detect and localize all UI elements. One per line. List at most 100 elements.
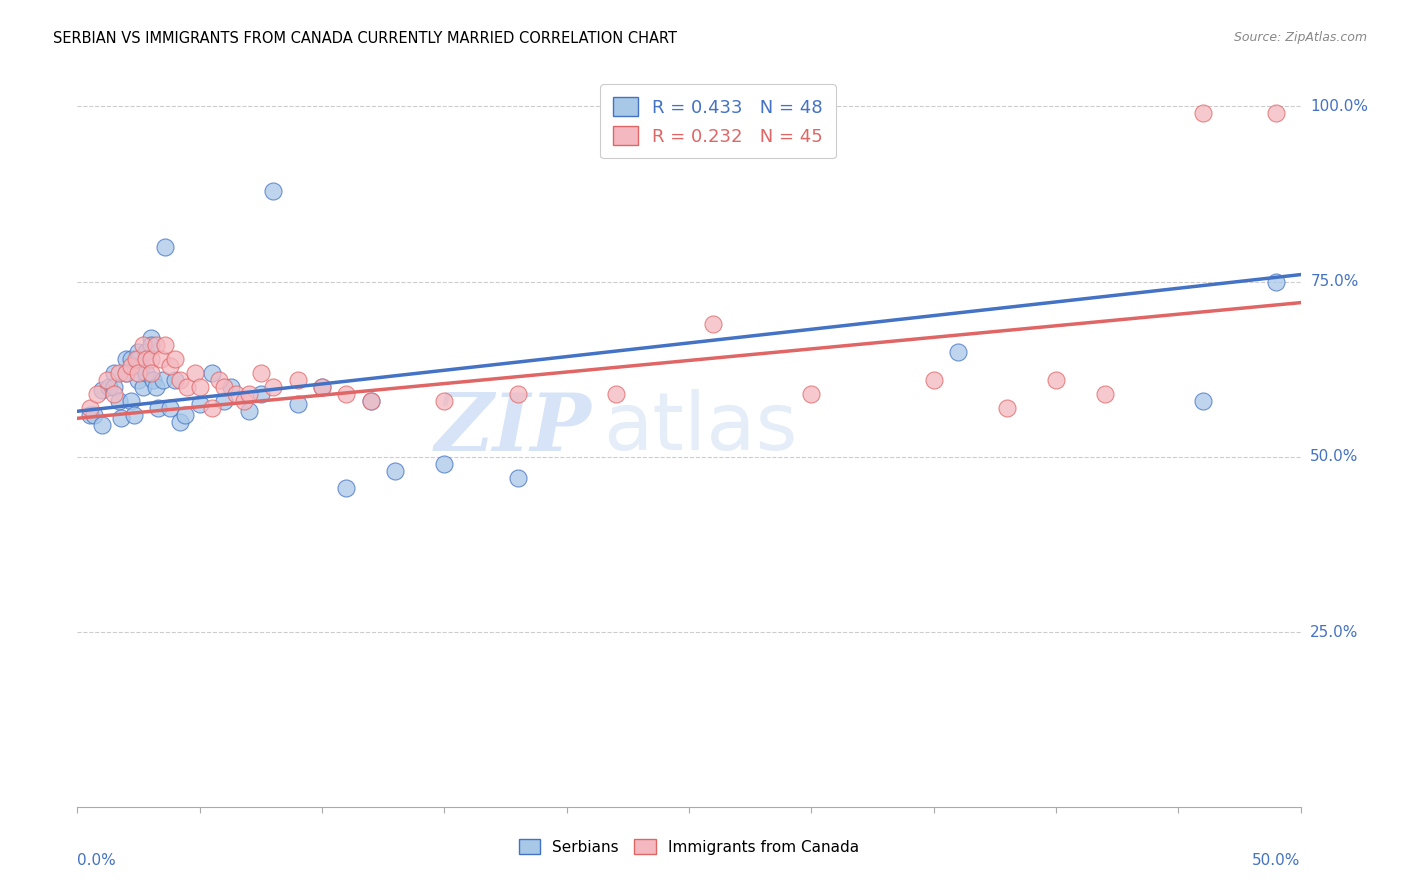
Point: [922, 373, 945, 387]
Point: [142, 373, 165, 387]
Point: [800, 386, 823, 401]
Point: [135, 344, 157, 359]
Point: [159, 359, 181, 373]
Point: [433, 393, 456, 408]
Point: [86, 386, 108, 401]
Legend: Serbians, Immigrants from Canada: Serbians, Immigrants from Canada: [512, 831, 866, 863]
Point: [188, 380, 211, 394]
Point: [135, 351, 157, 366]
Point: [96, 373, 118, 387]
Point: [120, 359, 142, 373]
Point: [238, 386, 260, 401]
Point: [132, 337, 155, 351]
Point: [155, 337, 177, 351]
Point: [155, 239, 177, 253]
Point: [188, 397, 211, 411]
Point: [127, 373, 149, 387]
Point: [127, 351, 149, 366]
Point: [135, 366, 157, 380]
Point: [360, 393, 382, 408]
Point: [115, 351, 138, 366]
Point: [184, 366, 207, 380]
Point: [232, 393, 254, 408]
Point: [110, 411, 132, 425]
Point: [250, 366, 273, 380]
Point: [946, 344, 969, 359]
Point: [120, 351, 142, 366]
Text: 75.0%: 75.0%: [1310, 274, 1358, 289]
Point: [1191, 393, 1213, 408]
Point: [108, 366, 131, 380]
Point: [139, 331, 162, 345]
Point: [1094, 386, 1116, 401]
Point: [98, 380, 121, 394]
Text: atlas: atlas: [603, 389, 797, 467]
Point: [165, 373, 187, 387]
Point: [201, 401, 224, 415]
Point: [506, 386, 529, 401]
Point: [165, 351, 187, 366]
Point: [103, 386, 125, 401]
Point: [132, 380, 155, 394]
Point: [120, 393, 142, 408]
Point: [208, 373, 231, 387]
Point: [384, 464, 406, 478]
Point: [605, 386, 627, 401]
Point: [129, 359, 152, 373]
Point: [169, 373, 191, 387]
Point: [1045, 373, 1067, 387]
Text: 50.0%: 50.0%: [1310, 450, 1358, 465]
Point: [262, 184, 284, 198]
Point: [169, 415, 191, 429]
Text: 100.0%: 100.0%: [1310, 99, 1368, 114]
Point: [159, 401, 181, 415]
Point: [103, 366, 125, 380]
Point: [212, 393, 235, 408]
Point: [139, 351, 162, 366]
Point: [221, 380, 243, 394]
Point: [103, 380, 125, 394]
Point: [79, 408, 101, 422]
Point: [79, 401, 101, 415]
Point: [201, 366, 224, 380]
Point: [702, 317, 724, 331]
Point: [127, 344, 149, 359]
Point: [149, 351, 172, 366]
Point: [287, 397, 309, 411]
Point: [212, 380, 235, 394]
Point: [152, 373, 174, 387]
Text: 25.0%: 25.0%: [1310, 624, 1358, 640]
Point: [127, 366, 149, 380]
Text: ZIP: ZIP: [434, 390, 591, 467]
Point: [108, 393, 131, 408]
Point: [1265, 275, 1288, 289]
Point: [335, 482, 357, 496]
Text: Source: ZipAtlas.com: Source: ZipAtlas.com: [1233, 31, 1367, 45]
Point: [145, 337, 167, 351]
Point: [176, 380, 198, 394]
Point: [360, 393, 382, 408]
Point: [115, 366, 138, 380]
Point: [287, 373, 309, 387]
Point: [174, 408, 197, 422]
Point: [225, 386, 247, 401]
Point: [1265, 106, 1288, 120]
Point: [125, 351, 148, 366]
Point: [335, 386, 357, 401]
Point: [506, 471, 529, 485]
Point: [139, 366, 162, 380]
Point: [311, 380, 333, 394]
Point: [122, 408, 145, 422]
Point: [995, 401, 1018, 415]
Point: [90, 384, 112, 398]
Point: [83, 408, 105, 422]
Text: SERBIAN VS IMMIGRANTS FROM CANADA CURRENTLY MARRIED CORRELATION CHART: SERBIAN VS IMMIGRANTS FROM CANADA CURREN…: [53, 31, 678, 46]
Text: 50.0%: 50.0%: [1253, 853, 1301, 868]
Text: 0.0%: 0.0%: [77, 853, 117, 868]
Point: [115, 366, 138, 380]
Point: [238, 404, 260, 418]
Point: [311, 380, 333, 394]
Point: [90, 418, 112, 433]
Point: [146, 401, 169, 415]
Point: [250, 386, 273, 401]
